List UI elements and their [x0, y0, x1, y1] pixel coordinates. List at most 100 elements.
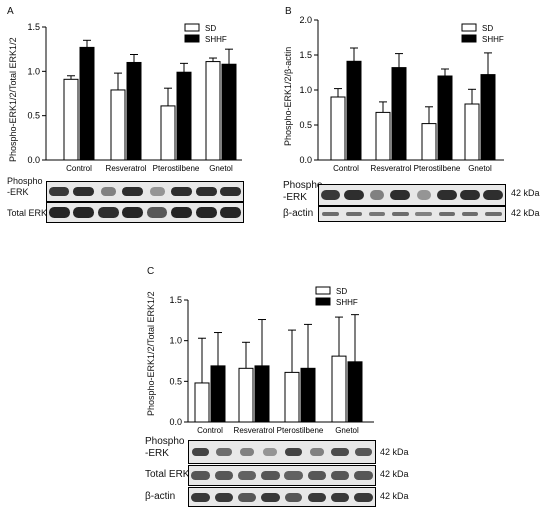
blot-b-kda-1: 42 kDa	[511, 188, 540, 198]
blot-band	[461, 211, 479, 217]
blot-band	[368, 211, 386, 217]
x-tick-label-b-resveratrol: Resveratrol	[371, 164, 412, 173]
bar-c-sd-resveratrol	[238, 367, 254, 423]
y-tick-label-c-3: 1.5	[169, 295, 182, 305]
y-tick-label-a-0: 0.0	[27, 155, 40, 165]
y-tick-label-a-3: 1.5	[27, 22, 40, 32]
blot-band	[343, 190, 364, 200]
x-tick-label-a-control: Control	[66, 164, 92, 173]
blot-c-row-beta-actin	[188, 487, 376, 507]
blot-c-label-phospho-erk: Phospho -ERK	[145, 436, 185, 459]
legend-label-a-sd: SD	[205, 24, 216, 33]
blot-band	[171, 187, 193, 196]
legend-label-c-shhf: SHHF	[336, 298, 358, 307]
blot-band	[322, 211, 339, 217]
blot-band	[330, 492, 350, 502]
x-tick-label-c-pterostilbene: Pterostilbene	[277, 426, 324, 435]
blot-a-label-phospho-erk: Phospho -ERK	[7, 176, 43, 197]
legend-label-b-shhf: SHHF	[482, 35, 504, 44]
bar-c-shhf-resveratrol	[254, 365, 270, 423]
y-tick-label-b-0: 0.0	[299, 155, 312, 165]
blot-band	[307, 492, 327, 502]
blot-band	[191, 471, 210, 480]
blot-c-kda-1: 42 kDa	[380, 447, 409, 457]
blot-band	[238, 492, 256, 502]
blot-c-kda-3: 42 kDa	[380, 491, 409, 501]
blot-c-row-total-erk	[188, 465, 376, 486]
blot-band	[100, 187, 116, 196]
blot-b-label-beta-actin: β-actin	[283, 208, 314, 219]
blot-band	[195, 187, 217, 196]
blot-band	[321, 190, 340, 200]
y-tick-label-b-3: 1.5	[299, 50, 312, 60]
blot-band	[345, 211, 362, 217]
blot-band	[284, 492, 303, 502]
blot-band	[214, 471, 234, 480]
blot-a-label-total-erk: Total ERK	[7, 208, 48, 218]
blot-band	[73, 207, 95, 218]
blot-b-label-phospho-erk: Phospho -ERK	[283, 180, 323, 203]
legend-label-c-sd: SD	[336, 287, 347, 296]
blot-band	[331, 448, 349, 456]
y-tick-label-b-2: 1.0	[299, 85, 312, 95]
blot-band	[330, 471, 350, 480]
panel-label-b: B	[285, 6, 292, 17]
x-tick-label-b-gnetol: Gnetol	[468, 164, 492, 173]
blot-b-row-phospho-erk	[318, 184, 506, 206]
legend-swatch-c-shhf	[315, 297, 331, 306]
panel-label-a: A	[7, 6, 14, 17]
blot-c-row-phospho-erk	[188, 440, 376, 464]
x-tick-label-c-resveratrol: Resveratrol	[234, 426, 275, 435]
bar-c-sd-control	[194, 382, 210, 423]
y-tick-label-c-0: 0.0	[169, 417, 182, 427]
bar-c-sd-gnetol	[331, 355, 347, 423]
legend-swatch-a-shhf	[184, 34, 200, 43]
bar-c-shhf-control	[210, 365, 226, 423]
y-tick-label-a-1: 0.5	[27, 111, 40, 121]
legend-label-b-sd: SD	[482, 24, 493, 33]
x-tick-label-b-control: Control	[333, 164, 359, 173]
x-tick-label-a-resveratrol: Resveratrol	[106, 164, 147, 173]
chart-b-svg: 0.0 0.5 1.0 1.5 2.0 Control Resveratrol Pterost…	[299, 15, 504, 173]
blot-band	[392, 211, 409, 217]
chart-c-svg: 0.0 0.5 1.0 1.5 Control Resveratrol Pterostilb…	[169, 286, 374, 435]
blot-band	[147, 207, 168, 218]
blot-band	[191, 448, 210, 456]
y-tick-label-a-2: 1.0	[27, 66, 40, 76]
panel-label-c: C	[147, 266, 155, 277]
y-tick-label-b-1: 0.5	[299, 120, 312, 130]
x-tick-label-c-control: Control	[197, 426, 223, 435]
blot-band	[415, 211, 432, 217]
blot-band	[370, 190, 385, 200]
blot-band	[237, 471, 257, 480]
x-tick-label-a-gnetol: Gnetol	[209, 164, 233, 173]
legend-swatch-b-sd	[461, 23, 477, 32]
bar-c-shhf-gnetol	[347, 361, 363, 423]
chart-c: 0.0 0.5 1.0 1.5 Control Resveratrol Pterostilb…	[169, 286, 374, 435]
blot-band	[307, 471, 327, 480]
chart-a-svg: 0.0 0.5 1.0 1.5 Control Resveratrol Pterostilb…	[27, 22, 242, 173]
legend-swatch-c-sd	[315, 286, 331, 295]
blot-band	[438, 211, 455, 217]
chart-a: 0.0 0.5 1.0 1.5 Control Resveratrol Pterostilb…	[0, 0, 270, 175]
legend-label-a-shhf: SHHF	[205, 35, 227, 44]
blot-band	[73, 187, 95, 196]
bar-c-shhf-pterostilbene	[300, 367, 316, 423]
blot-band	[390, 190, 411, 200]
blot-band	[284, 471, 303, 480]
blot-band	[261, 492, 280, 502]
blot-band	[416, 190, 431, 200]
blot-band	[49, 187, 70, 196]
blot-band	[485, 211, 502, 217]
blot-band	[97, 207, 119, 218]
blot-b-kda-2: 42 kDa	[511, 208, 540, 218]
blot-band	[214, 492, 234, 502]
blot-band	[220, 187, 242, 196]
blot-band	[191, 492, 210, 502]
blot-band	[122, 207, 144, 218]
blot-band	[460, 190, 480, 200]
blot-c-label-beta-actin: β-actin	[145, 491, 176, 502]
chart-b: 0.0 0.5 1.0 1.5 2.0 Control Resveratrol Pterost…	[0, 0, 550, 175]
blot-band	[284, 448, 303, 456]
blot-band	[149, 187, 165, 196]
